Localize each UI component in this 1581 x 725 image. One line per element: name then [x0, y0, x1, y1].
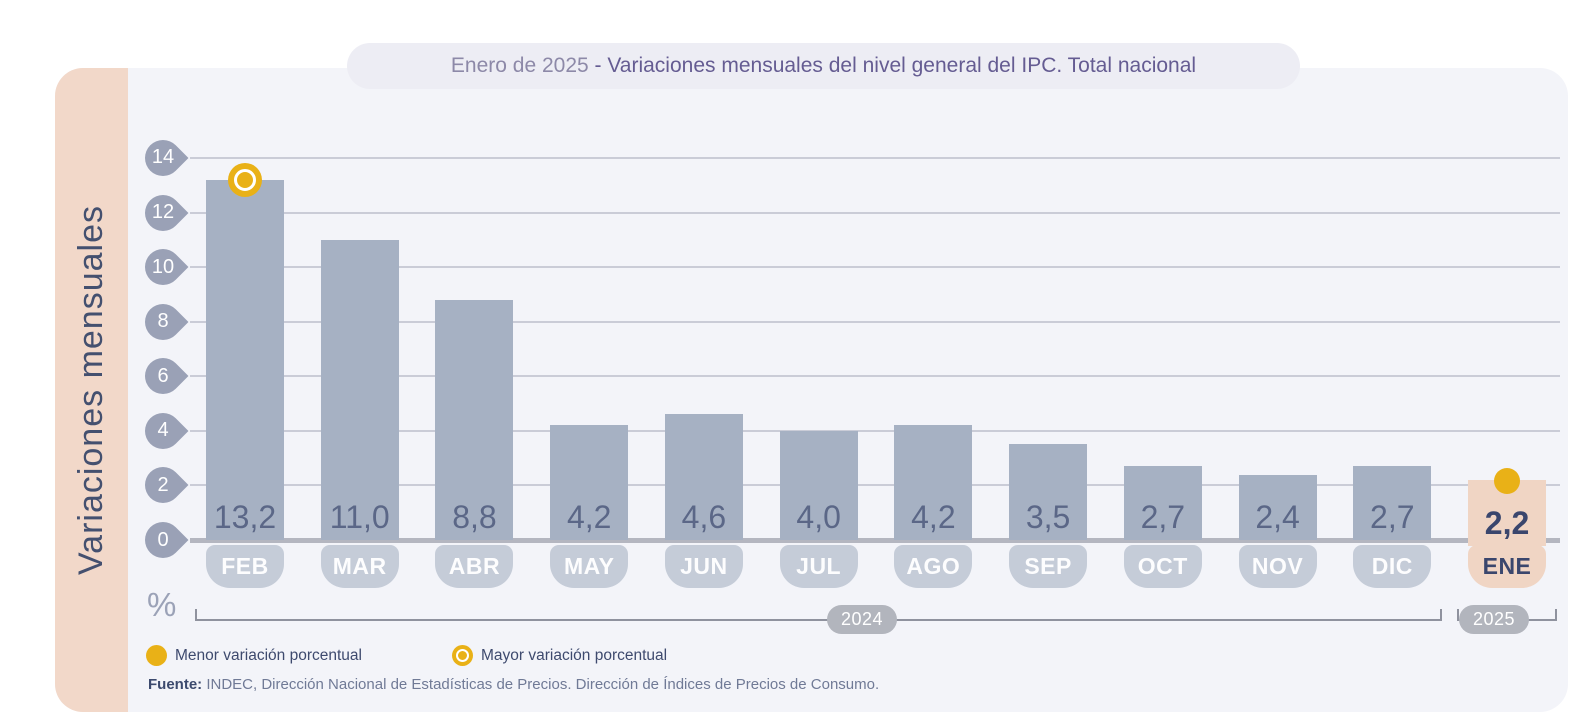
year-label-pill: 2024 — [827, 605, 898, 634]
bar: 2,7 — [1353, 466, 1432, 540]
gridline — [190, 266, 1560, 269]
chart-title-period: Enero de 2025 — [450, 54, 595, 77]
y-axis-tick-pin: 2 — [145, 467, 181, 503]
month-label: FEB — [206, 545, 284, 588]
bar: 2,4 — [1238, 474, 1317, 540]
month-label: ABR — [435, 545, 514, 588]
min-variation-dot-icon — [1494, 467, 1521, 494]
y-axis-tick-pin: 14 — [145, 140, 181, 176]
y-axis-tick-pin: 4 — [145, 413, 181, 449]
bar-value-label: 2,2 — [1484, 504, 1530, 541]
source-label: Fuente: — [148, 676, 203, 693]
bar: 13,2 — [206, 179, 284, 540]
year-bracket-end — [195, 609, 197, 620]
y-axis-tick-pin: 10 — [145, 249, 181, 285]
bar: 4,2 — [550, 425, 629, 540]
bar-value-label: 4,0 — [796, 498, 841, 535]
y-axis-tick-pin: 0 — [145, 522, 181, 558]
month-label: AGO — [894, 545, 973, 588]
source-text: INDEC, Dirección Nacional de Estadística… — [202, 676, 880, 693]
gridline — [190, 156, 1560, 159]
bar: 4,2 — [894, 425, 973, 540]
gridline — [190, 320, 1560, 323]
bar: 11,0 — [320, 239, 399, 540]
y-axis-title: Variaciones mensuales — [72, 205, 110, 575]
bar-value-label: 2,7 — [1370, 498, 1415, 535]
bar-value-label: 4,6 — [681, 498, 727, 535]
year-bracket — [195, 619, 1443, 621]
month-label: NOV — [1238, 545, 1317, 588]
month-label: JUN — [664, 545, 743, 588]
month-label: ENE — [1468, 545, 1547, 588]
gridline — [190, 211, 1560, 214]
x-axis-baseline — [190, 537, 1560, 543]
gridline — [190, 375, 1560, 378]
bar-value-label: 4,2 — [911, 498, 956, 535]
solid-dot-icon — [146, 645, 167, 666]
gridline — [190, 429, 1560, 432]
month-label: SEP — [1009, 545, 1088, 588]
bar-value-label: 2,4 — [1255, 498, 1300, 535]
source-note: Fuente: INDEC, Dirección Nacional de Est… — [148, 676, 879, 693]
y-axis-tick-label: 8 — [157, 310, 169, 333]
y-axis-tick-pin: 8 — [145, 304, 181, 340]
month-label: MAR — [320, 545, 399, 588]
bar: 4,6 — [664, 414, 743, 540]
y-axis-tick-label: 2 — [157, 473, 169, 496]
legend-item-max: Mayor variación porcentual — [452, 645, 667, 666]
bar: 8,8 — [435, 299, 514, 540]
month-label: JUL — [779, 545, 858, 588]
month-label: MAY — [550, 545, 629, 588]
max-variation-ring-icon — [228, 162, 262, 197]
legend-label-max: Mayor variación porcentual — [481, 646, 668, 664]
y-axis-tick-pin: 12 — [145, 195, 181, 231]
year-bracket-end — [1457, 609, 1460, 620]
bar-value-label: 2,7 — [1140, 498, 1186, 535]
y-axis-tick-label: 0 — [157, 528, 169, 551]
bar-value-label: 3,5 — [1025, 498, 1071, 535]
month-label: OCT — [1123, 545, 1202, 588]
month-label: DIC — [1353, 545, 1432, 588]
bar: 4,0 — [779, 430, 858, 540]
chart-title-text: - Variaciones mensuales del nivel genera… — [594, 54, 1197, 77]
y-axis-tick-label: 4 — [157, 419, 169, 442]
bar: 2,7 — [1123, 466, 1202, 540]
year-bracket-end — [1555, 609, 1558, 620]
y-axis-title-band: Variaciones mensuales — [55, 68, 128, 712]
y-axis-tick-label: 14 — [151, 146, 175, 169]
ring-icon — [452, 645, 473, 666]
bar-value-label: 11,0 — [329, 498, 390, 535]
gridline — [190, 484, 1560, 487]
bar-value-label: 4,2 — [566, 498, 612, 535]
chart-panel — [55, 68, 1568, 712]
bar-value-label: 8,8 — [452, 498, 497, 535]
y-axis-tick-label: 12 — [151, 201, 175, 224]
legend-item-min: Menor variación porcentual — [146, 645, 362, 666]
y-axis-tick-label: 6 — [157, 364, 169, 387]
legend-label-min: Menor variación porcentual — [175, 646, 362, 664]
percent-unit-label: % — [147, 586, 177, 623]
year-label-pill: 2025 — [1459, 605, 1530, 634]
chart-title-pill: Enero de 2025 - Variaciones mensuales de… — [347, 43, 1300, 89]
year-bracket-end — [1440, 609, 1443, 620]
bar: 3,5 — [1009, 444, 1088, 540]
y-axis-tick-label: 10 — [151, 255, 175, 278]
y-axis-tick-pin: 6 — [145, 358, 181, 394]
bar-value-label: 13,2 — [213, 498, 277, 535]
